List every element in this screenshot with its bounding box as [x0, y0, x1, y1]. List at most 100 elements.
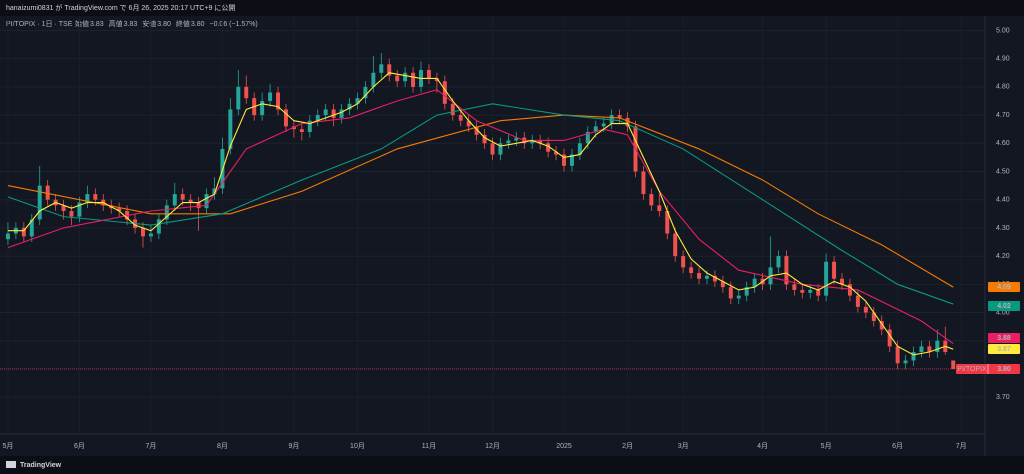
candle-body: [538, 140, 543, 144]
candle-body: [673, 233, 678, 257]
ohlc-value: 3.80: [191, 21, 205, 28]
candle-body: [712, 275, 717, 282]
candle-body: [609, 115, 614, 124]
candle-body: [426, 69, 431, 79]
candle-body: [482, 134, 487, 144]
top-bar: [0, 0, 1024, 16]
candle-body: [569, 154, 574, 166]
y-tick-label: 4.40: [996, 197, 1010, 204]
ohlc-value: 3.80: [157, 21, 171, 28]
candle-body: [506, 140, 511, 144]
candle-body: [164, 205, 169, 220]
candle-body: [37, 185, 42, 220]
candle-body: [585, 132, 590, 144]
candle-body: [562, 154, 566, 166]
candle-body: [903, 360, 908, 364]
brand: TradingView: [20, 462, 62, 469]
candle-body: [307, 120, 312, 133]
candle-body: [728, 287, 733, 299]
candle-body: [69, 210, 74, 217]
candle-body: [577, 143, 582, 155]
x-tick-label: 8月: [217, 442, 228, 450]
candle-body: [863, 306, 868, 313]
price-badge-name: PI/TOPIX: [957, 366, 987, 373]
candle-body: [665, 210, 670, 234]
candle-body: [530, 140, 535, 144]
candle-body: [792, 284, 797, 290]
candle-body: [776, 256, 781, 268]
candle-body: [689, 267, 694, 274]
x-tick-label: 7月: [145, 442, 156, 450]
x-tick-label: 5月: [821, 442, 832, 450]
candle-body: [156, 219, 161, 234]
candle-body: [601, 123, 606, 127]
candle-body: [816, 289, 821, 296]
last-value-label: 3.88: [997, 335, 1011, 342]
ma-line: [7, 114, 954, 288]
candle-body: [379, 64, 384, 73]
candle-body: [832, 261, 837, 279]
candle-body: [490, 143, 495, 155]
last-value-badge: [988, 344, 1020, 354]
candle-body: [744, 287, 749, 296]
x-tick-label: 10月: [350, 442, 365, 450]
candle-body: [442, 81, 447, 104]
candle-body: [736, 295, 741, 299]
x-tick-label: 4月: [757, 442, 768, 450]
change: −0.06 (−1.57%): [210, 21, 258, 28]
candle-body: [498, 143, 503, 155]
y-tick-label: 5.00: [996, 27, 1010, 34]
candle-body: [347, 103, 352, 110]
candle-body: [228, 109, 233, 149]
last-value-badge: [988, 333, 1020, 343]
candle-body: [855, 295, 860, 307]
candle-body: [546, 143, 551, 152]
tv-logo: [6, 461, 16, 468]
candle-body: [625, 117, 630, 127]
candle-body: [824, 261, 829, 296]
candle-body: [800, 289, 805, 293]
candle-body: [895, 346, 900, 364]
last-value-badge: [988, 282, 1020, 292]
candle-body: [140, 227, 145, 237]
candle-body: [363, 86, 368, 99]
candle-body: [911, 352, 916, 361]
candle-body: [840, 278, 845, 285]
candle-body: [315, 115, 320, 121]
ohlc-label: 始値: [75, 19, 89, 28]
y-tick-label: 4.20: [996, 253, 1010, 260]
y-tick-label: 3.70: [996, 394, 1010, 401]
candle-body: [172, 194, 177, 206]
candle-body: [847, 284, 852, 296]
ohlc-label: 安値: [142, 19, 156, 28]
candle-body: [85, 194, 90, 203]
candle-body: [355, 98, 360, 104]
ohlc-value: 3.83: [90, 21, 104, 28]
candle-body: [704, 275, 709, 279]
candle-body: [117, 208, 122, 211]
candle-body: [276, 92, 281, 110]
ohlc-label: 高値: [109, 19, 123, 28]
candle-body: [697, 273, 702, 279]
last-value-label: 3.87: [997, 346, 1011, 353]
y-tick-label: 4.70: [996, 112, 1010, 119]
y-tick-label: 4.30: [996, 225, 1010, 232]
candle-body: [77, 202, 82, 217]
y-tick-label: 4.60: [996, 140, 1010, 147]
candle-body: [236, 86, 241, 110]
ma-line: [7, 103, 954, 305]
candle-body: [784, 256, 789, 285]
candle-body: [45, 185, 50, 200]
candle-body: [196, 202, 201, 209]
candle-body: [204, 194, 209, 209]
candle-body: [466, 120, 471, 127]
candle-body: [514, 137, 519, 141]
x-tick-label: 2025: [556, 443, 572, 450]
candle-body: [268, 92, 273, 101]
x-tick-label: 12月: [485, 442, 500, 450]
x-tick-label: 7月: [956, 442, 967, 450]
candle-body: [5, 233, 10, 240]
candle-body: [61, 205, 66, 211]
candle-body: [434, 78, 439, 82]
